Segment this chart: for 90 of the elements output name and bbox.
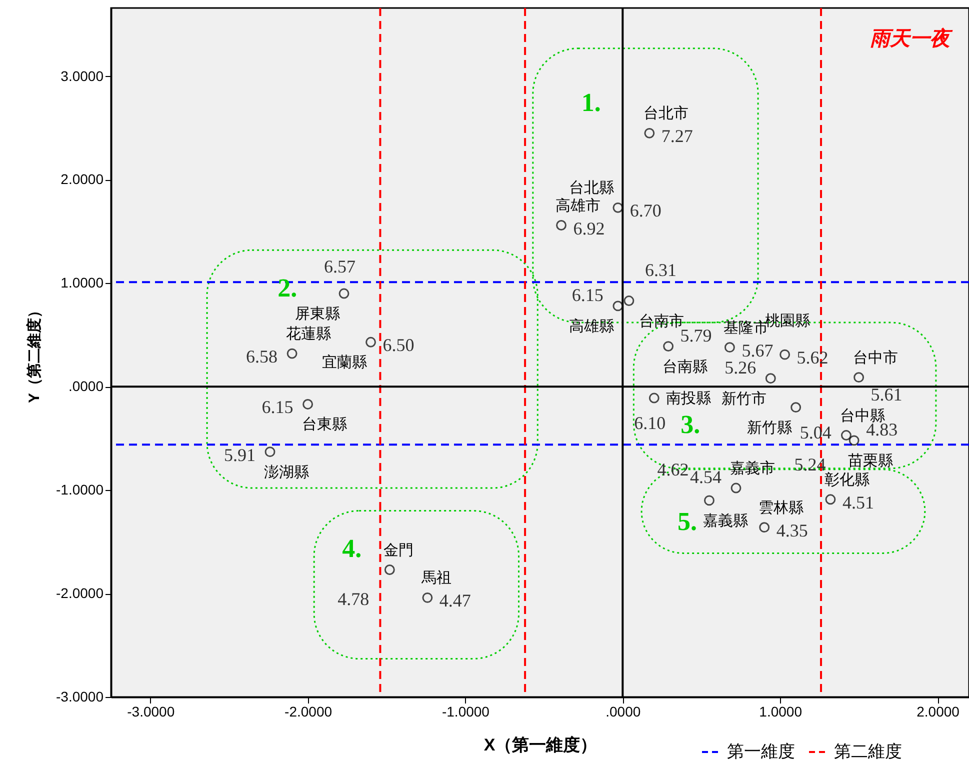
series-label: 金門: [384, 542, 414, 559]
annotation: 6.58: [246, 346, 278, 367]
annotation: 6.31: [644, 260, 676, 280]
point: [663, 341, 674, 352]
y-tick-label: -2.0000: [56, 585, 104, 602]
series-label: 台北市: [643, 105, 688, 122]
annotation: 2.: [278, 273, 298, 302]
annotation: 3.: [680, 410, 700, 439]
point: [624, 296, 634, 306]
series-label: 宜蘭縣: [322, 354, 367, 372]
point: [765, 373, 776, 384]
annotation: 5.04: [800, 422, 832, 442]
series-label: 嘉義市: [730, 460, 775, 478]
series-label: 澎湖縣: [264, 464, 310, 481]
annotation: 6.15: [262, 397, 294, 418]
annotation: 4.78: [338, 588, 370, 609]
point: [724, 342, 735, 353]
point: [264, 446, 276, 458]
point: [338, 288, 350, 299]
series-label: 台中市: [852, 349, 898, 366]
legend-label: 第二維度: [834, 742, 902, 761]
point: [780, 349, 790, 360]
point: [612, 300, 624, 312]
annotation: 5.91: [224, 444, 256, 465]
annotation: 5.24: [794, 454, 826, 474]
x-tick-label: -1.0000: [442, 704, 490, 720]
y-tick-label: .0000: [68, 378, 104, 394]
point: [384, 564, 395, 575]
y-tick-label: 1.0000: [60, 274, 104, 291]
point: [556, 220, 566, 230]
annotation: 1.: [581, 88, 601, 118]
series-label: 花蓮縣: [286, 326, 332, 343]
series-label: 屏東縣: [295, 306, 340, 323]
annotation: 6.15: [572, 284, 604, 305]
annotation: 5.79: [680, 325, 712, 346]
point: [848, 435, 860, 446]
series-label: 台南縣: [662, 358, 708, 376]
series-label: 馬祖: [420, 570, 452, 587]
series-label: 苗栗縣: [848, 452, 894, 470]
point: [759, 522, 770, 533]
point: [302, 399, 314, 410]
annotation: 6.10: [634, 413, 666, 434]
annotation: 7.27: [661, 126, 693, 146]
point: [790, 402, 802, 413]
text: 雨天一夜: [870, 27, 953, 50]
x-tick-label: -3.0000: [127, 704, 175, 720]
annotation: 5.62: [796, 348, 828, 368]
annotation: 6.50: [382, 335, 414, 356]
legend-label: 第一維度: [727, 742, 795, 761]
point: [704, 495, 714, 506]
y-axis-title: Y（第二維度）: [25, 302, 44, 404]
series-label: 彰化縣: [824, 471, 870, 488]
x-axis-title: X（第一維度）: [484, 736, 598, 754]
series-label: 台東縣: [302, 416, 347, 434]
series-label: 新竹市: [722, 390, 767, 408]
series-label: 高雄市: [555, 197, 600, 214]
annotation: 4.47: [439, 590, 471, 611]
y-tick-label: -3.0000: [56, 688, 104, 704]
y-tick-label: 2.0000: [60, 171, 104, 188]
annotation: 4.35: [776, 520, 808, 540]
x-tick-label: -2.0000: [284, 704, 332, 720]
point: [730, 482, 742, 494]
annotation: 4.54: [690, 467, 722, 488]
y-tick-label: -1.0000: [56, 482, 104, 498]
point: [825, 494, 836, 505]
point: [840, 430, 852, 440]
x-tick-label: 2.0000: [916, 704, 960, 720]
point: [612, 202, 624, 213]
y-tick-label: 3.0000: [60, 68, 104, 84]
series-label: 高雄縣: [568, 318, 614, 335]
point: [422, 592, 433, 603]
x-tick-label: 1.0000: [759, 704, 802, 720]
annotation: 6.57: [324, 256, 356, 277]
point: [286, 348, 298, 359]
annotation: 4.51: [842, 492, 874, 512]
annotation: 6.70: [630, 200, 662, 221]
series-label: 台北縣: [568, 180, 614, 197]
series-label: 南投縣: [666, 390, 712, 408]
series-label: 雲林縣: [758, 499, 804, 516]
annotation: 4.: [342, 534, 362, 564]
point: [366, 336, 376, 348]
x-tick-label: .0000: [606, 704, 641, 720]
point: [644, 128, 655, 138]
point: [648, 392, 660, 404]
annotation: 6.92: [573, 218, 605, 238]
point: [854, 372, 864, 383]
series-label: 新竹縣: [746, 419, 792, 436]
annotation: 5.61: [870, 384, 902, 404]
series-label: 嘉義縣: [703, 512, 748, 530]
annotation: 5.: [677, 507, 697, 536]
